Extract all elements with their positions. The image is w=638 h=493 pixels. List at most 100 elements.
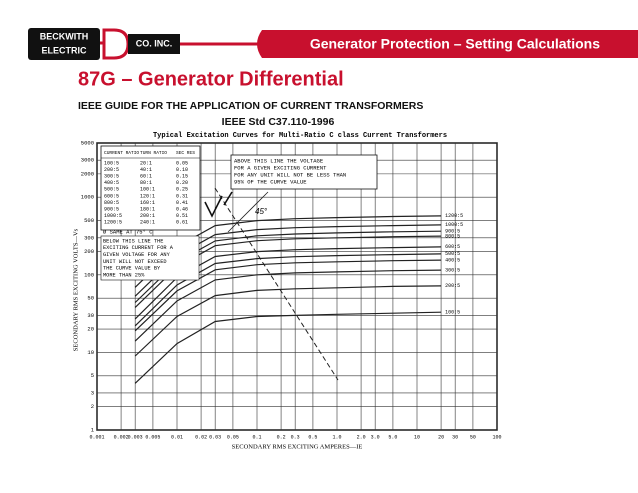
y-tick-label: 300 <box>84 234 94 241</box>
table-cell: 0.61 <box>176 220 188 226</box>
table-cell: 0.41 <box>176 200 188 206</box>
table-cell: 60:1 <box>140 174 152 180</box>
curve-label: 1000:5 <box>445 222 463 228</box>
table-cell: 80:1 <box>140 180 152 186</box>
table-cell: 900:5 <box>104 207 119 213</box>
curve-label: 1200:5 <box>445 213 463 219</box>
table-cell: 0.15 <box>176 174 188 180</box>
x-tick-label: 2.0 <box>357 434 366 440</box>
x-tick-label: 0.05 <box>227 434 239 440</box>
table-cell: 800:5 <box>104 200 119 206</box>
y-tick-label: 1 <box>91 426 95 433</box>
excitation-curve <box>134 311 442 384</box>
table-cell: 100:1 <box>140 187 155 193</box>
x-tick-label: 5.0 <box>388 434 397 440</box>
table-cell: 20:1 <box>140 160 152 166</box>
y-tick-label: 2 <box>91 403 94 410</box>
table-cell: 600:5 <box>104 193 119 199</box>
y-tick-label: 20 <box>87 326 94 333</box>
y-tick-label: 200 <box>84 248 94 255</box>
curve-label: 500:5 <box>445 251 460 257</box>
logo-bottom: ELECTRIC <box>42 45 88 55</box>
x-tick-label: 0.1 <box>252 434 261 440</box>
table-cell: 500:5 <box>104 187 119 193</box>
x-tick-label: 3.0 <box>371 434 380 440</box>
y-tick-label: 5 <box>91 372 94 379</box>
excitation-curve <box>134 253 442 327</box>
x-tick-label: 0.5 <box>308 434 317 440</box>
table-cell: 200:1 <box>140 213 155 219</box>
y-axis-label: SECONDARY RMS EXCITING VOLTS—Vs <box>72 228 79 351</box>
below-note: THE CURVE VALUE BY <box>103 266 161 272</box>
x-tick-label: 0.002 <box>114 434 129 440</box>
banner <box>257 30 638 58</box>
dashed-line <box>214 187 339 381</box>
table-cell: 1000:5 <box>104 213 122 219</box>
below-note: BELOW THIS LINE THE <box>103 238 163 244</box>
logo-top: BECKWITH <box>40 31 89 41</box>
above-note: FOR ANY UNIT WILL NOT BE LESS THAN <box>234 171 346 178</box>
above-note: ABOVE THIS LINE THE VOLTAGE <box>234 157 324 164</box>
y-tick-label: 2000 <box>81 170 94 177</box>
x-tick-label: 30 <box>452 434 458 440</box>
slide-title: 87G – Generator Differential <box>78 68 344 90</box>
logo-co: CO. INC. <box>136 38 173 48</box>
table-cell: 1200:5 <box>104 220 122 226</box>
x-tick-label: 100 <box>492 434 501 440</box>
logo-box <box>28 28 100 60</box>
x-tick-label: 0.02 <box>195 434 207 440</box>
y-tick-label: 50 <box>87 295 94 302</box>
temperature-note: Ø SAME AT 75° C <box>103 228 153 235</box>
table-cell: 0.31 <box>176 193 188 199</box>
table-header: SEC RES <box>176 150 195 156</box>
table-cell: 160:1 <box>140 200 155 206</box>
table-cell: 0.51 <box>176 213 188 219</box>
angle-label: 45° <box>255 207 268 216</box>
y-tick-label: 100 <box>84 271 94 278</box>
logo-co-box <box>128 34 180 54</box>
below-note: GIVEN VOLTAGE FOR ANY <box>103 252 171 258</box>
table-cell: 120:1 <box>140 193 155 199</box>
y-tick-label: 1000 <box>81 194 94 201</box>
below-note-box <box>100 235 200 281</box>
curve-label: 600:5 <box>445 244 460 250</box>
y-tick-label: 5000 <box>81 139 94 146</box>
curve-label: 400:5 <box>445 257 460 263</box>
table-cell: 300:5 <box>104 174 119 180</box>
curve-label: 100:5 <box>445 310 460 316</box>
above-note-box <box>230 154 378 190</box>
x-tick-label: 0.005 <box>145 434 160 440</box>
y-tick-label: 3000 <box>81 157 94 164</box>
below-note: UNIT WILL NOT EXCEED <box>103 259 167 265</box>
x-tick-label: 20 <box>438 434 444 440</box>
excitation-curve <box>134 285 442 357</box>
below-note: MORE THAN 25% <box>103 272 145 278</box>
curve-label: 300:5 <box>445 267 460 273</box>
banner-text: Generator Protection – Setting Calculati… <box>310 36 600 52</box>
y-tick-label: 500 <box>84 217 94 224</box>
table-cell: 0.46 <box>176 207 188 213</box>
table-cell: 200:5 <box>104 167 119 173</box>
table-cell: 400:5 <box>104 180 119 186</box>
x-tick-label: 0.003 <box>128 434 143 440</box>
above-note: FOR A GIVEN EXCITING CURRENT <box>234 164 327 171</box>
ratio-table <box>100 145 201 231</box>
x-tick-label: 0.001 <box>89 434 104 440</box>
table-cell: 0.05 <box>176 160 188 166</box>
table-cell: 0.25 <box>176 187 188 193</box>
table-cell: 0.20 <box>176 180 188 186</box>
table-cell: 180:1 <box>140 207 155 213</box>
table-cell: 0.10 <box>176 167 188 173</box>
x-tick-label: 0.2 <box>277 434 286 440</box>
x-tick-label: 10 <box>414 434 420 440</box>
excitation-curve <box>134 269 442 342</box>
curve-label: 800:5 <box>445 233 460 239</box>
curve-label: 200:5 <box>445 283 460 289</box>
check-mark <box>204 191 233 218</box>
y-tick-label: 10 <box>87 349 94 356</box>
table-cell: 240:1 <box>140 220 155 226</box>
logo-d <box>100 28 130 60</box>
y-tick-label: 3 <box>91 389 94 396</box>
